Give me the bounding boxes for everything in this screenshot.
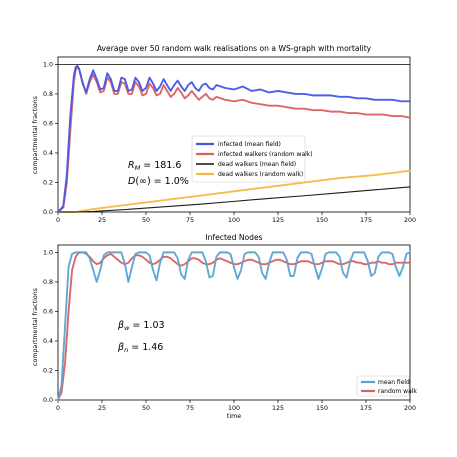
- bottom-ytick-label: 0.8: [43, 279, 53, 286]
- top-plot: Average over 50 random walk realisations…: [32, 44, 416, 224]
- top-xtick-label: 50: [142, 217, 150, 224]
- bottom-plot-xlabel: time: [227, 413, 241, 420]
- top-xtick-label: 75: [186, 217, 194, 224]
- top-xtick-label: 125: [272, 217, 284, 224]
- top-annotation-rm: RM = 181.6: [128, 160, 181, 172]
- top-xtick-label: 0: [56, 217, 60, 224]
- top-ytick-label: 0.4: [43, 150, 53, 157]
- bottom-legend-label-0: mean field: [378, 379, 410, 386]
- top-legend-frame: [191, 135, 306, 183]
- top-legend-label-0: infected (mean field): [218, 141, 281, 148]
- bottom-legend: mean field random walk: [356, 375, 417, 397]
- bottom-xtick-label: 150: [316, 405, 328, 412]
- top-plot-title: Average over 50 random walk realisations…: [97, 44, 372, 53]
- top-xtick-label: 200: [404, 217, 416, 224]
- bottom-plot-title: Infected Nodes: [205, 233, 262, 242]
- top-series-line-2: [57, 186, 411, 213]
- top-legend-label-3: dead walkers (random walk): [218, 171, 303, 178]
- top-series-line-3: [57, 169, 411, 213]
- top-ytick-label: 0.2: [43, 180, 53, 187]
- bottom-plot-area: 0 25 50 75 100 125 150 175 200 0.0 0.2 0.4 0.6 0.8 1.0: [43, 244, 416, 412]
- bottom-xtick-label: 50: [142, 405, 150, 412]
- bottom-ytick-label: 0.2: [43, 368, 53, 375]
- top-series-line-0: [57, 64, 411, 213]
- bottom-series-line-0: [57, 251, 411, 401]
- bottom-annotation-bn: βn = 1.46: [117, 342, 163, 354]
- bottom-xtick-label: 200: [404, 405, 416, 412]
- bottom-plot-ylabel: compartmental fractions: [32, 288, 39, 366]
- top-ytick-label: 0.0: [43, 209, 53, 216]
- top-ytick-label: 0.8: [43, 91, 53, 98]
- top-xtick-label: 175: [360, 217, 372, 224]
- top-legend-label-1: infected walkers (random walk): [218, 151, 313, 158]
- top-xtick-label: 25: [98, 217, 106, 224]
- bottom-legend-label-1: random walk: [378, 388, 417, 395]
- bottom-xtick-label: 100: [228, 405, 240, 412]
- bottom-xtick-label: 75: [186, 405, 194, 412]
- top-legend: infected (mean field) infected walkers (…: [191, 135, 313, 183]
- top-annotation-dinf: D(∞) = 1.0%: [128, 176, 189, 187]
- top-ytick-label: 1.0: [43, 62, 53, 69]
- bottom-ytick-label: 0.0: [43, 397, 53, 404]
- bottom-plot: Infected Nodes 0 25 50 75 100 125 150 175 200 0.0…: [32, 233, 417, 420]
- top-legend-label-2: dead walkers (mean field): [218, 161, 296, 168]
- top-series-line-1: [57, 66, 411, 213]
- bottom-annotation-bw: βw = 1.03: [117, 320, 165, 332]
- bottom-xtick-label: 125: [272, 405, 284, 412]
- bottom-ytick-label: 0.6: [43, 309, 53, 316]
- bottom-ytick-label: 0.4: [43, 338, 53, 345]
- bottom-ytick-label: 1.0: [43, 250, 53, 257]
- top-xtick-label: 150: [316, 217, 328, 224]
- top-xtick-label: 100: [228, 217, 240, 224]
- bottom-xtick-label: 25: [98, 405, 106, 412]
- top-plot-area: 0 25 50 75 100 125 150 175 200 0.0 0.2 0.4 0.6 0.8 1.0: [43, 56, 416, 224]
- top-ytick-label: 0.6: [43, 121, 53, 128]
- bottom-xtick-label: 0: [56, 405, 60, 412]
- bottom-xtick-label: 175: [360, 405, 372, 412]
- top-plot-ylabel: compartmental fractions: [32, 96, 39, 174]
